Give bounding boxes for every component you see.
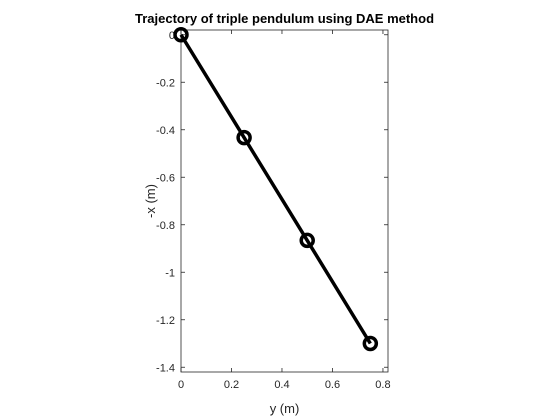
pendulum-mass-marker xyxy=(173,27,189,43)
y-tick-label: -0.4 xyxy=(156,125,175,137)
y-tick-label: -0.2 xyxy=(156,77,175,89)
x-tick-label: 0.8 xyxy=(375,379,390,391)
x-tick-label: 0.6 xyxy=(325,379,340,391)
y-tick-label: -0.6 xyxy=(156,172,175,184)
x-tick-label: 0 xyxy=(178,379,184,391)
pendulum-rod-line xyxy=(179,33,372,345)
pendulum-mass-marker xyxy=(362,335,379,352)
x-tick-label: 0.4 xyxy=(274,379,289,391)
y-tick-label: 0 xyxy=(169,30,175,42)
y-tick-label: -1.2 xyxy=(156,315,175,327)
y-tick-label: -0.8 xyxy=(156,220,175,232)
chart-title: Trajectory of triple pendulum using DAE … xyxy=(135,11,434,26)
pendulum-mass-marker xyxy=(299,232,315,249)
y-axis-label: -x (m) xyxy=(143,184,158,218)
y-tick-label: -1.4 xyxy=(156,362,175,374)
ticks: 0 0.2 0.4 0.6 0.8 0 -0.2 -0.4 -0.6 -0.8 -1 -1.2 -1.4 xyxy=(156,30,391,391)
x-axis-label: y (m) xyxy=(270,401,300,416)
x-tick-label: 0.2 xyxy=(224,379,239,391)
y-tick-label: -1 xyxy=(165,267,175,279)
pendulum-mass-marker xyxy=(236,129,252,146)
plot-area xyxy=(173,27,379,352)
